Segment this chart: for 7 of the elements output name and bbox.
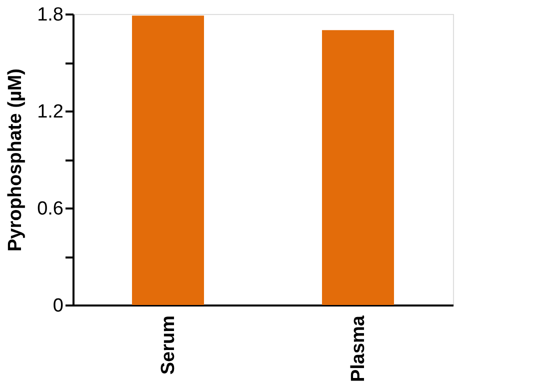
y-tick-label: 1.8 xyxy=(37,4,64,26)
y-tick-label: 0.6 xyxy=(37,198,64,220)
y-axis-title: Pyrophosphate (µM) xyxy=(5,68,26,252)
y-tick-label: 0 xyxy=(52,296,64,316)
x-tick-label: Serum xyxy=(158,316,179,375)
y-tick-label: 1.2 xyxy=(37,102,64,122)
x-tick-label: Plasma xyxy=(348,315,369,382)
